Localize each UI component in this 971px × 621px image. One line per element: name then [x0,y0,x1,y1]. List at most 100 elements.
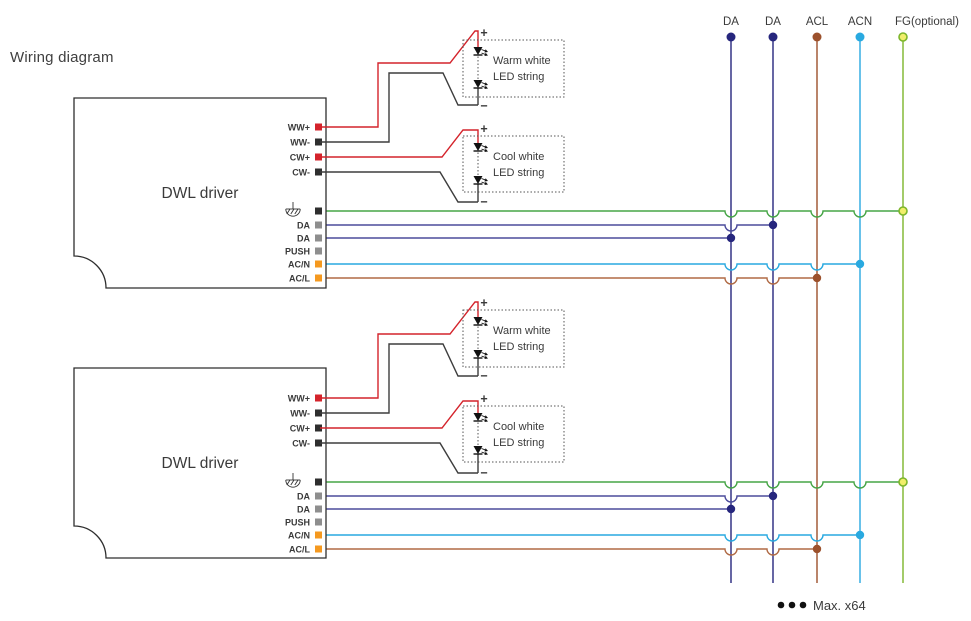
led-ray [481,82,486,85]
bus-top-connector-da-2 [768,32,778,42]
led-string-text-2: LED string [493,341,544,353]
junction-acn-driver1 [855,259,865,269]
led-ray-head [484,322,488,326]
led-ray [481,178,486,181]
minus-sign: − [480,99,487,113]
led-string-box [462,309,565,368]
wire-acn-driver1 [320,259,865,271]
driver-2-name: DWL driver [162,455,239,472]
led-triangle [473,176,483,184]
terminal-pin [315,505,322,513]
driver-1-terminal-ww+-0: WW+ [288,123,322,133]
wire-negative-cool-white-2 [320,442,478,474]
led-ray-head [484,178,488,182]
wire-negative-warm-white-2 [320,343,478,414]
driver-1-terminal-ww-1: WW- [290,138,322,148]
terminal-pin [315,234,322,242]
terminal-label: CW- [292,439,310,449]
driver-2-terminal-ww-1: WW- [290,409,322,419]
driver-1: DWL driver WW+ WW- CW+ CW- DA DA PUSH AC/N AC/L [73,97,327,289]
driver-1-terminal-cw-3: CW- [292,168,322,178]
wire-positive-cool-white-2 [320,400,479,429]
terminal-label: CW- [292,168,310,178]
driver-2-outline [73,367,327,559]
led-string-box [462,405,565,463]
led-ray [481,415,486,418]
wire-negative-cool-white-1 [320,171,478,203]
bus-acn: ACN [848,16,872,583]
terminal-pin [315,478,322,486]
wire-da-b-driver1 [320,233,736,243]
led-string-cool-white-1: Cool white LED string + − [320,122,565,209]
bus-label-acl: ACL [806,16,829,28]
led-ray-head [484,85,488,89]
led-ray-head [484,355,488,359]
terminal-label: AC/L [289,545,310,555]
terminal-pin [315,531,322,539]
led-triangle [473,47,483,55]
terminal-pin [315,138,322,146]
led-ray-head [484,181,488,185]
led-ray-head [484,415,488,419]
led-icon [473,47,488,56]
led-string-text-2: LED string [493,71,544,83]
terminal-pin [315,492,322,500]
ground-icon [285,202,301,217]
terminal-label: WW- [290,138,310,148]
driver-1-terminal-acl-9: AC/L [289,274,322,284]
minus-sign: − [480,369,487,383]
terminal-pin [315,274,322,282]
wire-path-acn-driver1 [320,263,860,271]
junction-da-a-driver2 [768,491,778,501]
wire-gnd-driver1 [320,206,908,218]
ellipsis-dot [777,601,785,609]
diagram-title: Wiring diagram [10,49,114,66]
driver-2-terminal-acl-9: AC/L [289,545,322,555]
junction-da-b-driver1 [726,233,736,243]
terminal-pin [315,221,322,229]
led-ray [481,148,486,152]
wire-acn-driver2 [320,530,865,542]
terminal-pin [315,247,322,255]
terminal-pin [315,260,322,268]
driver-2-terminal-ww+-0: WW+ [288,394,322,404]
led-ray [481,352,486,355]
led-ray-head [484,448,488,452]
wire-path-gnd-driver1 [320,210,903,218]
led-icon [473,143,488,152]
terminal-label: DA [297,492,310,502]
minus-sign: − [480,195,487,209]
led-triangle [473,350,483,358]
led-triangle [473,446,483,454]
terminal-label: AC/N [288,531,310,541]
ground-icon [285,473,301,488]
terminal-label: PUSH [285,247,310,257]
led-triangle [473,413,483,421]
led-ray [481,451,486,455]
led-string-cool-white-2: Cool white LED string + − [320,392,565,480]
driver-2: DWL driver WW+ WW- CW+ CW- DA DA PUSH AC/N AC/L [73,367,327,559]
driver-1-name: DWL driver [162,185,239,202]
terminal-pin [315,394,322,402]
driver-2-terminal-cw-3: CW- [292,439,322,449]
wire-da-a-driver1 [320,220,778,232]
led-ray-head [484,352,488,356]
terminal-pin [315,168,322,176]
led-ray [481,52,486,56]
wire-path-gnd-driver2 [320,481,903,489]
led-ray [481,355,486,359]
wire-negative-warm-white-1 [320,72,478,143]
ellipsis-dot [799,601,807,609]
terminal-pin [315,207,322,215]
driver-2-terminal-push-7: PUSH [285,518,322,528]
wire-path-acl-driver2 [320,548,817,556]
wire-path-da-a-driver1 [320,224,773,232]
led-ray-head [484,49,488,53]
bus-top-connector-fg [898,32,908,42]
led-triangle [473,317,483,325]
led-string-text-1: Warm white [493,55,551,67]
junction-acl-driver1 [812,273,822,283]
led-string-warm-white-2: Warm white LED string + − [320,296,565,414]
terminal-pin [315,424,322,432]
led-string-text-1: Cool white [493,421,544,433]
